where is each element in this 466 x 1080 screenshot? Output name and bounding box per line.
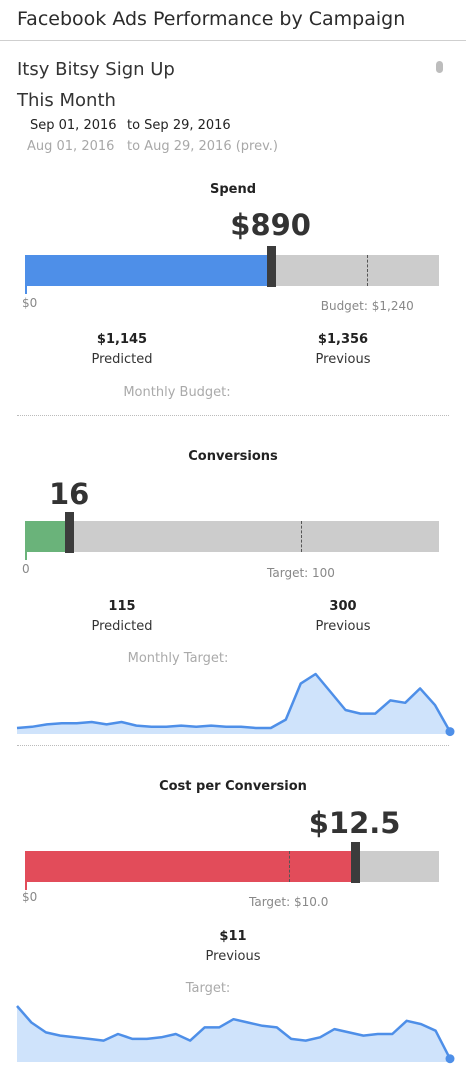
current-date-to: to Sep 29, 2016 <box>127 118 231 133</box>
cpc-marker <box>350 842 360 883</box>
cpc-previous-value: $11 <box>219 929 247 944</box>
conversions-predicted-label: Predicted <box>91 619 153 634</box>
spend-footer-label: Monthly Budget: <box>123 385 231 400</box>
spend-axis-zero: $0 <box>22 296 38 310</box>
conversions-sparkline <box>16 672 455 737</box>
campaign-name: Itsy Bitsy Sign Up <box>17 59 175 80</box>
cpc-zero-tick <box>25 882 27 890</box>
spend-bullet-track <box>25 255 439 286</box>
widget-header: Facebook Ads Performance by Campaign <box>0 0 466 41</box>
conversions-sparkline-area <box>17 674 450 734</box>
conversions-predicted-value: 115 <box>108 599 136 614</box>
conversions-zero-tick <box>25 552 27 560</box>
conversions-axis-zero: 0 <box>22 562 30 576</box>
cpc-previous-label: Previous <box>205 949 261 964</box>
cpc-bar <box>25 851 355 882</box>
conversions-value: 16 <box>48 477 90 511</box>
conversions-previous-label: Previous <box>315 619 371 634</box>
conversions-footer-label: Monthly Target: <box>127 651 229 666</box>
conversions-bullet-track <box>25 521 439 552</box>
cpc-sparkline <box>16 1005 455 1064</box>
vertical-menu-icon[interactable] <box>436 61 443 73</box>
conversions-sparkline-last-point <box>445 727 455 737</box>
cpc-bullet-track <box>25 851 439 882</box>
cpc-footer-label: Target: <box>185 981 231 996</box>
spend-value: $890 <box>230 208 311 242</box>
conversions-bar <box>25 521 70 552</box>
conversions-marker <box>65 512 75 553</box>
section-divider <box>17 415 449 416</box>
spend-bar <box>25 255 271 286</box>
section-divider <box>17 745 449 746</box>
conversions-sparkline-line <box>16 672 452 733</box>
cpc-sparkline-line <box>16 1005 452 1060</box>
cpc-target-line <box>288 851 290 882</box>
spend-budget-line <box>367 255 369 286</box>
conversions-target-label: Target: 100 <box>267 566 335 580</box>
spend-budget-label: Budget: $1,240 <box>320 299 414 313</box>
previous-date-to: to Aug 29, 2016 (prev.) <box>127 139 278 154</box>
spend-zero-tick <box>25 286 27 294</box>
spend-title: Spend <box>209 182 257 197</box>
cpc-sparkline-area <box>17 1006 450 1062</box>
widget-title: Facebook Ads Performance by Campaign <box>17 8 406 30</box>
cpc-sparkline-last-point <box>445 1054 455 1064</box>
cpc-value: $12.5 <box>308 806 401 840</box>
cpc-axis-zero: $0 <box>22 890 38 904</box>
spend-predicted-label: Predicted <box>91 352 153 367</box>
spend-previous-value: $1,356 <box>317 332 369 347</box>
conversions-previous-value: 300 <box>329 599 357 614</box>
spend-previous-label: Previous <box>315 352 371 367</box>
previous-date-from: Aug 01, 2016 <box>27 139 115 154</box>
spend-marker <box>266 246 276 287</box>
cpc-target-label: Target: $10.0 <box>249 895 329 909</box>
conversions-title: Conversions <box>188 449 278 464</box>
cpc-title: Cost per Conversion <box>159 779 307 794</box>
period-label: This Month <box>17 90 116 111</box>
spend-predicted-value: $1,145 <box>96 332 148 347</box>
conversions-target-line <box>301 521 302 552</box>
current-date-from: Sep 01, 2016 <box>30 118 117 133</box>
